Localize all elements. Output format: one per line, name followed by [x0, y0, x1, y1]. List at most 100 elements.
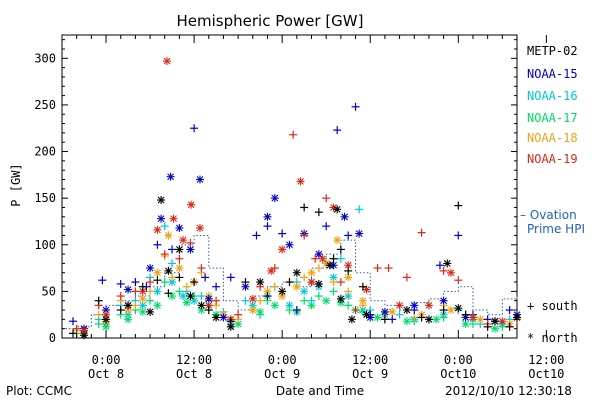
north-point — [195, 223, 204, 232]
south-point — [344, 231, 353, 240]
north-point — [424, 301, 433, 310]
south-point — [300, 273, 309, 282]
south-point — [395, 310, 404, 319]
south-point — [270, 282, 279, 291]
south-point — [355, 205, 364, 214]
legend-north-marker: * north — [527, 331, 578, 345]
north-point — [314, 250, 323, 259]
north-point — [307, 278, 316, 287]
north-point — [300, 287, 309, 296]
south-point — [439, 313, 448, 322]
north-point — [267, 266, 276, 275]
south-point — [300, 203, 309, 212]
x-tick-time-label: 0:00 — [92, 353, 121, 367]
north-point — [380, 307, 389, 316]
north-point — [179, 292, 188, 301]
y-tick-label: 50 — [42, 284, 56, 298]
south-point — [153, 276, 162, 285]
south-point — [256, 296, 265, 305]
y-tick-label: 300 — [34, 51, 56, 65]
south-point — [454, 276, 463, 285]
south-point — [263, 222, 272, 231]
north-point — [454, 304, 463, 313]
x-tick-time-label: 12:00 — [176, 353, 212, 367]
south-point — [164, 289, 173, 298]
north-point — [446, 306, 455, 315]
north-point — [388, 307, 397, 316]
north-point — [329, 273, 338, 282]
south-point — [263, 292, 272, 301]
south-point — [190, 278, 199, 287]
north-point — [347, 315, 356, 324]
north-point — [146, 264, 155, 273]
south-point — [201, 273, 210, 282]
south-point — [241, 296, 250, 305]
north-point — [307, 268, 316, 277]
south-point — [336, 278, 345, 287]
south-point — [329, 254, 338, 263]
north-point — [373, 313, 382, 322]
south-point — [197, 264, 206, 273]
north-point — [219, 313, 228, 322]
south-point — [175, 287, 184, 296]
x-tick-date-label: Oct10 — [528, 367, 564, 381]
north-point — [179, 236, 188, 245]
y-tick-label: 250 — [34, 98, 56, 112]
legend-noaa-17: NOAA-17 — [527, 111, 578, 125]
south-point — [384, 264, 393, 273]
north-point — [175, 245, 184, 254]
south-point — [410, 313, 419, 322]
south-point — [212, 296, 221, 305]
south-point — [314, 292, 323, 301]
x-tick-date-label: Oct 9 — [264, 367, 300, 381]
chart-title: Hemispheric Power [GW] — [176, 12, 364, 30]
south-point — [314, 264, 323, 273]
south-point — [300, 231, 309, 240]
south-point — [454, 201, 463, 210]
legend-metp-02: METP-02 — [527, 44, 578, 58]
legend-noaa-16: NOAA-16 — [527, 89, 578, 103]
north-point — [204, 294, 213, 303]
north-point — [285, 240, 294, 249]
north-point — [182, 298, 191, 307]
south-point — [190, 124, 199, 133]
x-tick-time-label: 12:00 — [352, 353, 388, 367]
x-tick-date-label: Oct 8 — [88, 367, 124, 381]
north-point — [498, 317, 507, 326]
north-point — [402, 306, 411, 315]
south-point — [186, 238, 195, 247]
north-point — [263, 212, 272, 221]
south-point — [278, 229, 287, 238]
north-point — [187, 200, 196, 209]
north-point — [164, 231, 173, 240]
south-point — [344, 301, 353, 310]
south-point — [204, 306, 213, 315]
north-point — [446, 268, 455, 277]
north-point — [124, 301, 133, 310]
x-tick-time-label: 0:00 — [268, 353, 297, 367]
south-point — [160, 250, 169, 259]
south-point — [435, 261, 444, 270]
north-point — [162, 57, 171, 66]
south-point — [168, 259, 177, 268]
south-point — [333, 126, 342, 135]
south-point — [72, 324, 81, 333]
south-point — [69, 317, 78, 326]
y-tick-label: 200 — [34, 145, 56, 159]
north-point — [410, 301, 419, 310]
south-point — [505, 322, 514, 331]
south-point — [94, 296, 103, 305]
south-point — [314, 208, 323, 217]
south-point — [373, 264, 382, 273]
north-point — [166, 172, 175, 181]
north-point — [278, 287, 287, 296]
south-point — [351, 306, 360, 315]
south-point — [94, 310, 103, 319]
south-point — [454, 231, 463, 240]
south-point — [300, 296, 309, 305]
north-point — [336, 294, 345, 303]
north-point — [138, 307, 147, 316]
south-point — [197, 292, 206, 301]
south-point — [226, 273, 235, 282]
